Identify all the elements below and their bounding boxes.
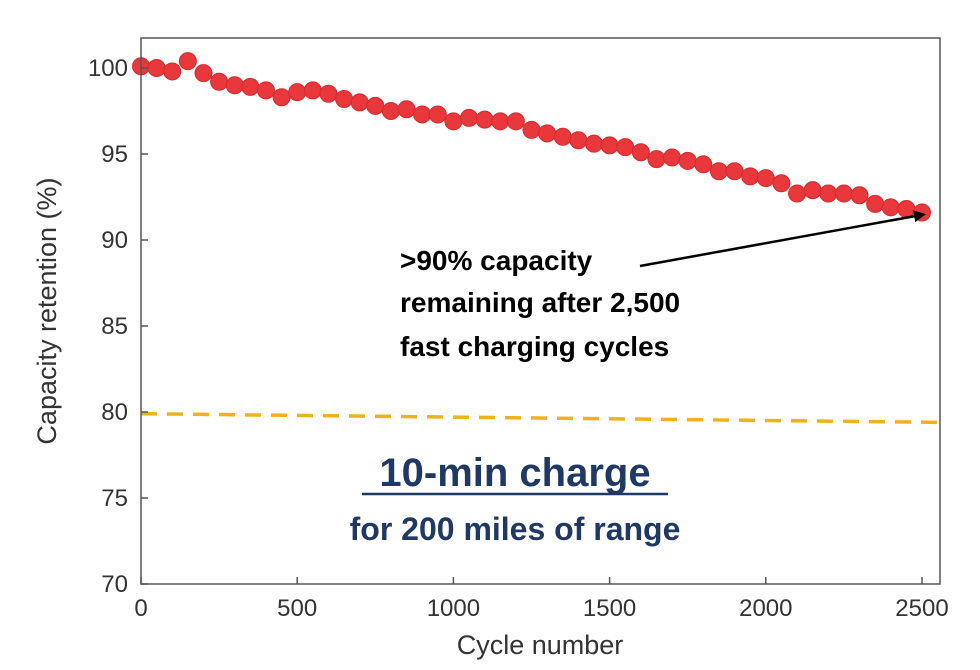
data-point <box>366 96 385 115</box>
data-points-layer <box>132 52 931 222</box>
data-point <box>647 150 666 169</box>
data-point <box>475 110 494 129</box>
plot-frame <box>140 37 941 585</box>
data-point <box>834 184 853 203</box>
data-point <box>335 89 354 108</box>
ticks-layer: 0 500 1000 1500 2000 2500 70 75 80 85 90 95 100 <box>88 55 949 622</box>
data-point <box>709 162 728 181</box>
annotation: >90% capacity remaining after 2,500 fast… <box>400 210 926 362</box>
data-point <box>881 198 900 217</box>
threshold-line <box>140 411 938 425</box>
data-point <box>210 72 229 91</box>
y-tick-label: 75 <box>101 485 128 512</box>
threshold-layer <box>140 411 938 425</box>
data-point <box>694 155 713 174</box>
data-point <box>506 112 525 131</box>
data-point <box>850 186 869 205</box>
data-point <box>756 169 775 188</box>
data-point <box>538 124 557 143</box>
data-point <box>600 136 619 155</box>
data-point <box>225 76 244 95</box>
y-tick-label: 85 <box>101 313 128 340</box>
annotation-line-1: >90% capacity <box>400 245 593 276</box>
annotation-arrow <box>639 210 926 268</box>
data-point <box>381 102 400 120</box>
data-point <box>866 194 885 213</box>
data-point <box>678 151 697 170</box>
x-axis-title: Cycle number <box>457 630 624 660</box>
y-tick-label: 100 <box>88 55 128 82</box>
data-point <box>522 120 541 139</box>
y-axis-title: Capacity retention (%) <box>32 177 62 444</box>
x-tick-label: 500 <box>277 595 317 622</box>
data-point <box>913 203 931 222</box>
data-point <box>288 83 307 102</box>
data-point <box>350 93 369 112</box>
data-point <box>897 200 916 219</box>
data-point <box>663 148 682 167</box>
x-tick-label: 1000 <box>427 595 480 622</box>
y-tick-label: 95 <box>101 141 128 168</box>
x-tick-label: 1500 <box>583 595 636 622</box>
data-point <box>272 88 291 107</box>
data-point <box>631 143 650 162</box>
data-point <box>491 112 510 131</box>
data-point <box>147 59 166 77</box>
data-point <box>303 81 322 100</box>
data-point <box>397 100 416 119</box>
x-tick-label: 2000 <box>739 595 792 622</box>
data-point <box>741 167 760 186</box>
data-point <box>241 77 260 96</box>
x-tick-label: 0 <box>134 595 147 622</box>
data-point <box>256 81 275 100</box>
y-tick-label: 90 <box>101 227 128 254</box>
x-tick-label: 2500 <box>895 595 948 622</box>
data-point <box>584 134 603 153</box>
data-point <box>772 174 791 193</box>
data-point <box>803 181 822 200</box>
data-point <box>553 127 572 146</box>
data-point <box>788 184 807 203</box>
y-tick-label: 80 <box>101 399 128 426</box>
data-point <box>178 52 197 71</box>
annotation-line-2: remaining after 2,500 <box>400 287 680 318</box>
data-point <box>319 84 338 103</box>
data-point <box>163 62 182 81</box>
headline: 10-min charge <box>379 451 650 495</box>
subheadline: for 200 miles of range <box>350 511 681 547</box>
data-point <box>569 131 588 150</box>
data-point <box>413 105 432 124</box>
data-point <box>428 105 447 124</box>
data-point <box>819 184 838 203</box>
data-point <box>194 64 213 83</box>
y-tick-label: 70 <box>101 571 128 598</box>
data-point <box>616 138 635 157</box>
data-point <box>725 162 744 181</box>
data-point <box>460 108 479 127</box>
data-point <box>444 112 463 131</box>
annotation-line-3: fast charging cycles <box>400 331 669 362</box>
